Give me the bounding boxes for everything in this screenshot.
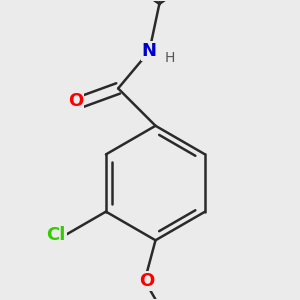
Text: H: H	[165, 51, 175, 65]
Text: O: O	[139, 272, 154, 290]
Text: Cl: Cl	[46, 226, 66, 244]
Text: O: O	[68, 92, 83, 110]
Text: N: N	[142, 42, 157, 60]
